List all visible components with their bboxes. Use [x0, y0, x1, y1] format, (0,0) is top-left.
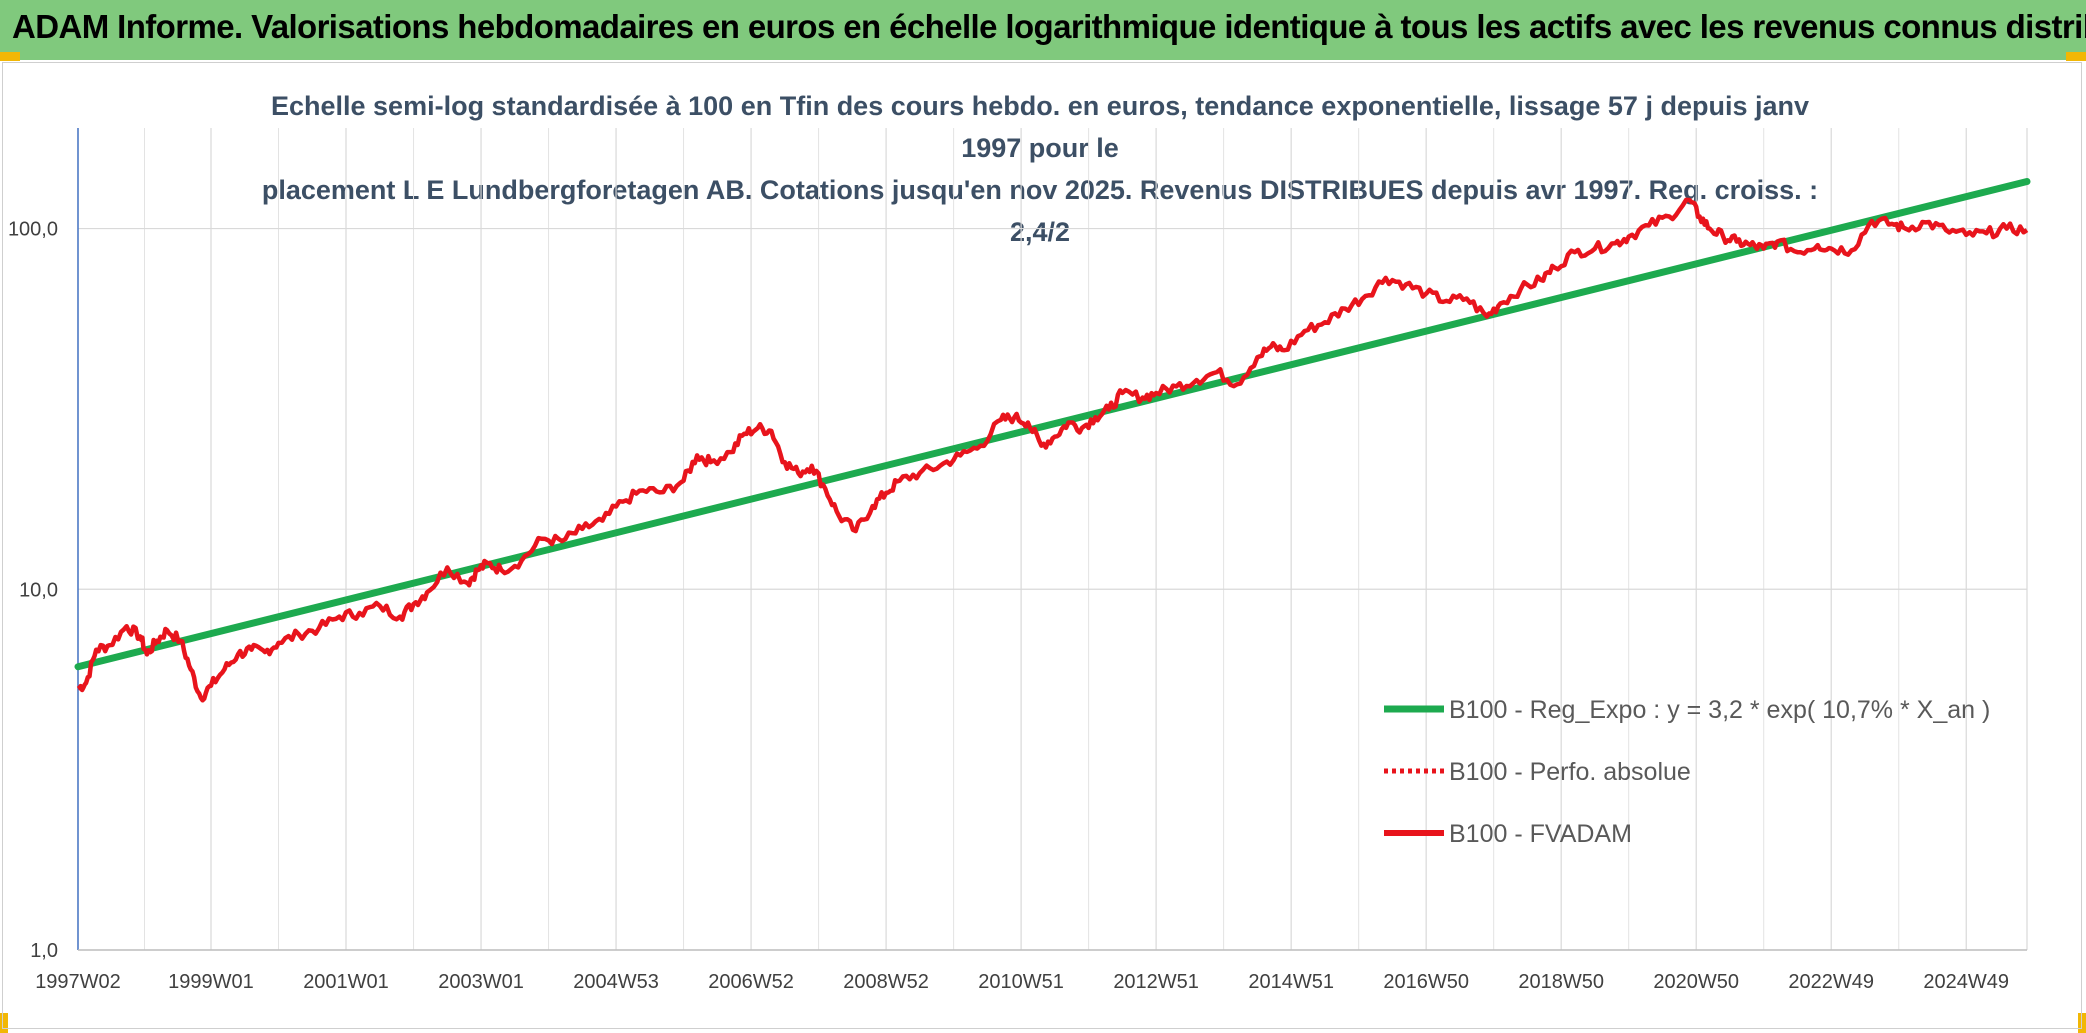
- x-tick-label: 2001W01: [303, 971, 389, 993]
- x-tick-label: 2010W51: [978, 971, 1064, 993]
- x-tick-label: 1997W02: [35, 971, 121, 993]
- x-tick-label: 2024W49: [1923, 971, 2009, 993]
- x-tick-label: 2016W50: [1383, 971, 1469, 993]
- x-tick-label: 2014W51: [1248, 971, 1334, 993]
- x-tick-label: 2012W51: [1113, 971, 1199, 993]
- y-tick-label: 1,0: [30, 940, 58, 962]
- trend-line: [74, 178, 2031, 671]
- legend-label: B100 - Reg_Expo : y = 3,2 * exp( 10,7% *…: [1449, 696, 1990, 724]
- x-tick-label: 1999W01: [168, 971, 254, 993]
- fvadam-series-line: [76, 197, 2029, 703]
- banner: ADAM Informe. Valorisations hebdomadaire…: [0, 0, 2086, 60]
- x-tick-label: 2004W53: [573, 971, 659, 993]
- y-tick-label: 100,0: [8, 219, 58, 241]
- x-tick-label: 2008W52: [843, 971, 929, 993]
- chart-frame: [2, 62, 2082, 1029]
- corner-mark-right: [2066, 52, 2086, 61]
- legend-label: B100 - FVADAM: [1449, 820, 1632, 848]
- banner-title: ADAM Informe. Valorisations hebdomadaire…: [12, 8, 2086, 45]
- corner-mark-left: [0, 52, 20, 61]
- legend-label: B100 - Perfo. absolue: [1449, 758, 1691, 786]
- x-tick-label: 2006W52: [708, 971, 794, 993]
- corner-mark-bottom-right: [2078, 1013, 2086, 1033]
- y-tick-label: 10,0: [19, 579, 58, 601]
- corner-mark-bottom-left: [0, 1013, 8, 1033]
- x-tick-label: 2022W49: [1788, 971, 1874, 993]
- x-tick-label: 2018W50: [1518, 971, 1604, 993]
- x-tick-label: 2003W01: [438, 971, 524, 993]
- chart-title: Echelle semi-log standardisée à 100 en T…: [240, 85, 1840, 253]
- x-tick-label: 2020W50: [1653, 971, 1739, 993]
- chart-title-line-1: Echelle semi-log standardisée à 100 en T…: [270, 91, 1809, 163]
- chart-title-line-2: placement L E Lundbergforetagen AB. Cota…: [261, 175, 1819, 247]
